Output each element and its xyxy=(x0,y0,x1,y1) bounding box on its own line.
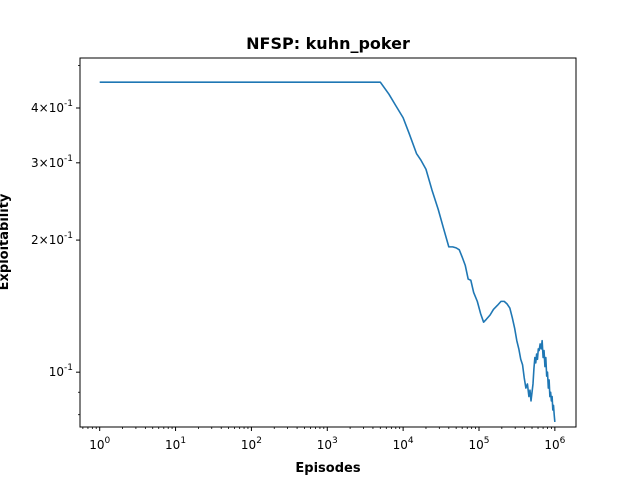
x-tick-label: 100 xyxy=(89,436,110,452)
x-tick-label: 101 xyxy=(165,436,186,452)
y-tick-label: 3×10-1 xyxy=(31,154,73,170)
plot-frame xyxy=(79,57,577,428)
y-tick-label: 4×10-1 xyxy=(31,99,73,115)
y-tick-label: 2×10-1 xyxy=(31,231,73,247)
x-tick-label: 103 xyxy=(317,436,338,452)
y-axis-label: Exploitability xyxy=(0,193,12,290)
x-tick-label: 105 xyxy=(468,436,489,452)
y-tick-label: 10-1 xyxy=(49,363,73,379)
series-layer xyxy=(99,81,556,423)
chart-title: NFSP: kuhn_poker xyxy=(246,34,410,53)
x-tick-label: 104 xyxy=(393,436,414,452)
exploitability-series-line xyxy=(99,81,556,423)
x-tick-label: 106 xyxy=(544,436,565,452)
ticks-layer: 100 101 102 103 104 105 106 10-1 2×10-1 3×10-1 4×1… xyxy=(31,65,566,452)
x-axis-label: Episodes xyxy=(295,461,360,476)
x-tick-label: 102 xyxy=(241,436,262,452)
